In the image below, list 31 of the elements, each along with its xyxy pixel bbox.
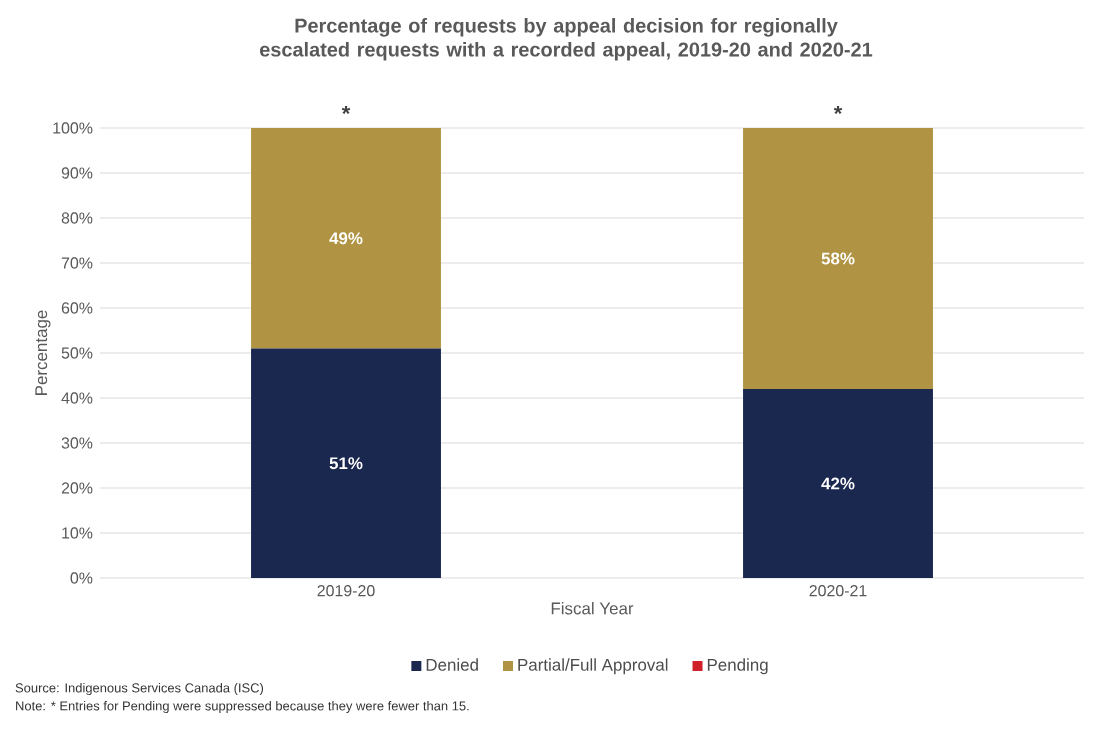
x-tick-label: 2020-21 [809, 585, 867, 597]
x-axis-title: Fiscal Year [551, 601, 634, 615]
bar [251, 348, 441, 578]
y-tick-label: 90% [61, 167, 93, 179]
legend-label: Pending [707, 658, 768, 675]
y-tick-label: 0% [70, 572, 93, 584]
y-tick-label: 50% [61, 347, 93, 359]
y-tick-label: 30% [61, 437, 93, 449]
legend-label: Denied [426, 658, 478, 671]
chart-title: Percentage of requests by appeal decision for regionally escalated requests with a recorded appeal, 2019-20 and 2020-21 [260, 18, 873, 61]
y-tick-label: 80% [61, 212, 93, 224]
bar [251, 127, 441, 349]
y-tick-label: 10% [62, 527, 93, 539]
annotation: * [341, 105, 351, 115]
legend-label: Partial/Full Approval [518, 658, 668, 675]
y-tick-label: 40% [61, 392, 93, 404]
y-axis-title: Percentage [35, 310, 51, 395]
data-label: 51% [329, 457, 363, 470]
y-tick-label: 70% [61, 257, 93, 269]
data-label: 58% [821, 252, 855, 265]
source-note: Source: Indigenous Services Canada (ISC) [15, 682, 264, 696]
data-label: 49% [329, 232, 363, 245]
y-tick-label: 100% [53, 122, 93, 134]
y-tick-label: 20% [61, 482, 93, 494]
y-tick-label: 60% [61, 302, 93, 314]
bar [743, 388, 933, 578]
bar [743, 127, 933, 389]
data-label: 42% [821, 477, 855, 490]
text: Note: * Entries for Pending were suppressed because they were fewer than 15. [16, 700, 469, 714]
annotation: * [833, 105, 843, 115]
x-tick-label: 2019-20 [317, 585, 375, 597]
